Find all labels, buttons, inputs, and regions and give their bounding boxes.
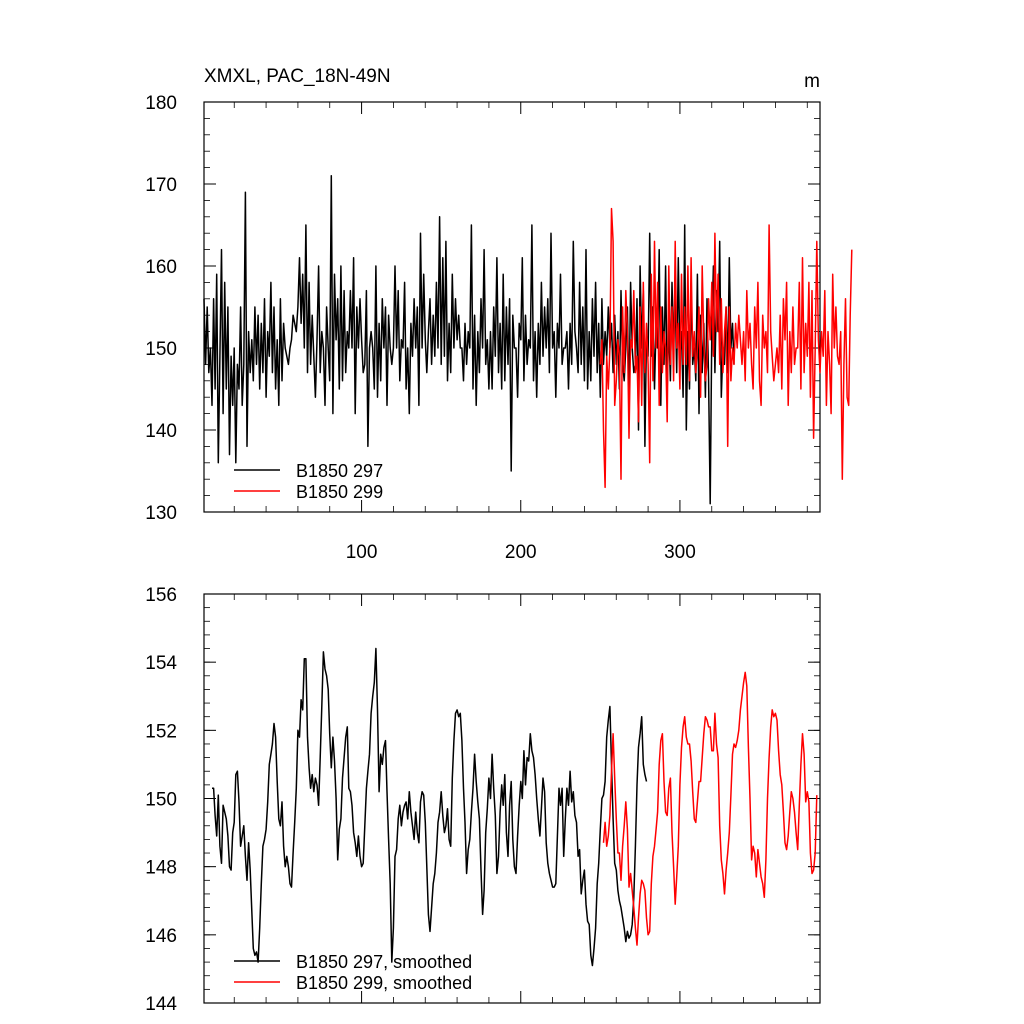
top-chart-title: XMXL, PAC_18N-49N [204, 66, 391, 87]
top-ytick-label: 140 [145, 421, 177, 442]
top-chart-units: m [804, 71, 820, 92]
bottom-y-tick-labels: 144 146 148 150 152 154 156 [145, 585, 177, 1015]
bottom-ytick-label: 156 [145, 585, 177, 606]
top-series-lines [203, 175, 853, 505]
top-y-tick-labels: 130 140 150 160 170 180 [145, 93, 177, 524]
bottom-ytick-label: 148 [145, 858, 177, 879]
bottom-panel: 144 146 148 150 152 154 156 B1850 297, smoothe… [145, 585, 821, 1015]
bottom-major-ticks [204, 593, 820, 1004]
bottom-series-line-1 [602, 671, 818, 946]
legend-label-299: B1850 299 [296, 482, 383, 502]
top-major-ticks [204, 101, 820, 513]
bottom-ytick-label: 154 [145, 653, 177, 674]
top-ytick-label: 160 [145, 257, 177, 278]
legend-label-297: B1850 297 [296, 461, 383, 481]
top-ytick-label: 170 [145, 175, 177, 196]
top-panel: XMXL, PAC_18N-49N m 130 140 150 160 170 180 1… [145, 66, 853, 563]
bottom-ytick-label: 144 [145, 994, 177, 1015]
bottom-ytick-label: 152 [145, 721, 177, 742]
top-x-tick-labels: 100 200 300 [346, 542, 696, 563]
bottom-ytick-label: 150 [145, 790, 177, 811]
top-series-line-0 [203, 175, 735, 505]
bottom-series-line-0 [212, 647, 648, 967]
top-ytick-label: 180 [145, 93, 177, 114]
bottom-ytick-label: 146 [145, 926, 177, 947]
top-xtick-label: 100 [346, 542, 378, 563]
top-legend: B1850 297 B1850 299 [234, 461, 383, 502]
top-ytick-label: 150 [145, 339, 177, 360]
top-xtick-label: 300 [664, 542, 696, 563]
legend-label-297-smoothed: B1850 297, smoothed [296, 952, 472, 972]
bottom-series-lines [212, 647, 818, 967]
legend-label-299-smoothed: B1850 299, smoothed [296, 973, 472, 993]
top-xtick-label: 200 [505, 542, 537, 563]
bottom-legend: B1850 297, smoothed B1850 299, smoothed [234, 952, 472, 993]
top-series-line-1 [599, 207, 853, 489]
top-ytick-label: 130 [145, 503, 177, 524]
